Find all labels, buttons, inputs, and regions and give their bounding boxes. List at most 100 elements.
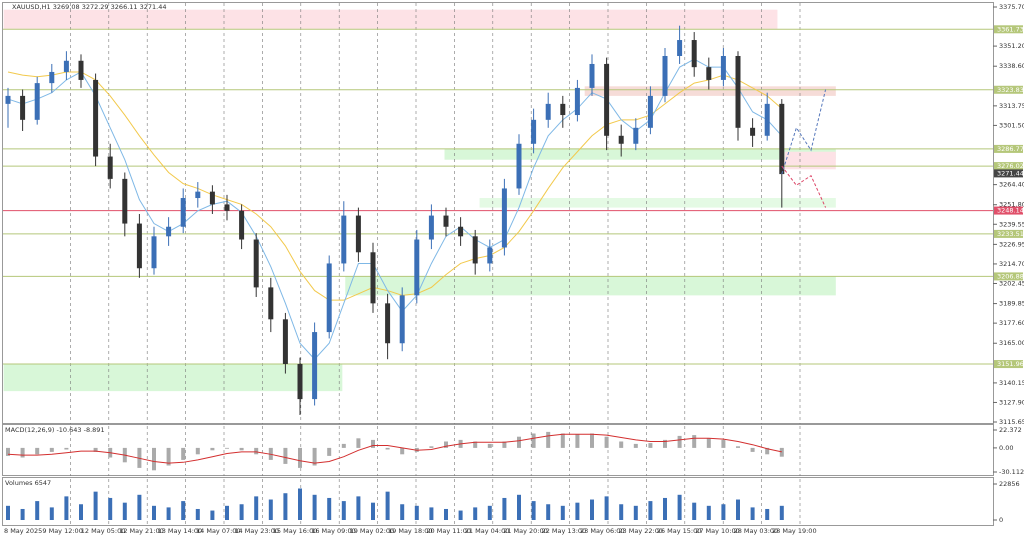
- macd-bar: [473, 441, 478, 448]
- y-tick-label: 3177.60: [999, 319, 1024, 327]
- macd-bar: [20, 447, 25, 458]
- symbol: XAUUSD,H1: [12, 3, 51, 11]
- candle-body: [633, 127, 639, 144]
- macd-bar: [298, 447, 302, 468]
- candle-body: [677, 40, 683, 56]
- macd-bar: [93, 447, 98, 452]
- volume-bar: [6, 505, 10, 520]
- macd-bar: [619, 441, 624, 448]
- volume-bar: [312, 494, 317, 520]
- volume-bar: [93, 491, 98, 520]
- y-tick-label: 3264.40: [999, 181, 1024, 189]
- candle-body: [20, 95, 26, 120]
- candle-body: [107, 156, 113, 179]
- candle-body: [706, 67, 712, 80]
- candle-body: [122, 178, 128, 224]
- level-label: 3323.83: [997, 86, 1024, 94]
- candle-body: [370, 252, 376, 304]
- candle-body: [49, 71, 55, 84]
- volume-bar: [400, 504, 405, 520]
- volume-bar: [195, 508, 200, 520]
- macd-bar: [152, 447, 156, 471]
- x-tick-label: 8 May 2025: [4, 527, 42, 535]
- volume-bar: [210, 510, 215, 520]
- volume-bar: [648, 501, 653, 520]
- macd-tick-label: -30.112: [999, 468, 1024, 476]
- volume-bar: [254, 496, 259, 520]
- level-label: 3248.14: [997, 207, 1024, 215]
- macd-bar: [750, 447, 755, 452]
- volume-bar: [414, 505, 419, 520]
- macd-bar: [590, 433, 594, 448]
- volume-bar: [575, 502, 580, 520]
- macd-bar: [546, 431, 551, 448]
- candle-body: [458, 226, 464, 237]
- volume-bar: [736, 499, 740, 520]
- zone: [479, 198, 836, 208]
- volume-bar: [64, 496, 69, 520]
- volume-bar: [122, 502, 127, 520]
- candle-body: [501, 188, 507, 248]
- x-tick-label: 22 May 13:00: [542, 527, 587, 535]
- y-tick-label: 3239.55: [999, 220, 1024, 228]
- candle-body: [399, 295, 405, 344]
- y-tick-label: 3226.95: [999, 240, 1024, 248]
- level-tag: [994, 272, 1023, 281]
- candle-body: [93, 79, 99, 157]
- volume-bar: [79, 504, 83, 520]
- volume-bar: [239, 504, 244, 520]
- candle-body: [166, 226, 172, 237]
- x-tick-label: 14 May 23:00: [234, 527, 279, 535]
- candle-body: [195, 191, 201, 199]
- candle-body: [779, 103, 785, 175]
- macd-bar: [633, 443, 638, 448]
- volume-bar: [385, 491, 390, 520]
- candle-body: [691, 40, 697, 68]
- macd-bar: [604, 436, 609, 448]
- x-tick-label: 21 May 20:00: [503, 527, 548, 535]
- candle-body: [355, 215, 361, 253]
- macd-bar: [195, 447, 200, 455]
- candle-body: [589, 63, 595, 88]
- macd-label: MACD(12,26,9) -10.643 -8.891: [5, 426, 105, 434]
- x-tick-label: 28 May 03:00: [734, 527, 779, 535]
- volume-bar: [268, 499, 273, 520]
- close: 3271.44: [140, 3, 167, 11]
- x-tick-label: 21 May 04:00: [465, 527, 510, 535]
- level-label: 3276.02: [997, 162, 1024, 170]
- candle-body: [209, 191, 215, 205]
- macd-panel: [2, 424, 994, 476]
- candle-body: [662, 55, 668, 96]
- x-tick-label: 16 May 09:00: [311, 527, 356, 535]
- candle-body: [5, 95, 11, 104]
- volume-bar: [677, 494, 682, 520]
- x-tick-label: 12 May 21:00: [119, 527, 164, 535]
- macd-bar: [341, 443, 346, 448]
- volume-bar: [371, 502, 375, 520]
- volume-bar: [225, 505, 229, 520]
- y-tick-label: 3140.15: [999, 379, 1024, 387]
- macd-bar: [575, 434, 580, 448]
- volume-bar: [166, 507, 171, 520]
- candle-body: [151, 236, 157, 269]
- volume-bar: [590, 499, 594, 520]
- x-tick-label: 26 May 15:00: [657, 527, 702, 535]
- macd-bar: [181, 447, 186, 460]
- volume-bar: [137, 494, 142, 520]
- x-tick-label: 20 May 11:00: [426, 527, 471, 535]
- level-label: 3206.88: [997, 272, 1024, 280]
- level-tag: [994, 360, 1023, 369]
- volume-bar: [721, 504, 726, 520]
- candle-body: [750, 127, 756, 136]
- level-tag: [994, 206, 1023, 215]
- main-panel: [2, 2, 994, 424]
- level-tag: [994, 162, 1023, 171]
- zone: [345, 276, 836, 296]
- volume-bar: [502, 497, 507, 520]
- x-tick-label: 9 May 12:00: [42, 527, 82, 535]
- candle-body: [545, 103, 551, 120]
- macd-bar: [166, 447, 171, 466]
- level-tag: [994, 229, 1023, 238]
- candle-body: [618, 135, 624, 144]
